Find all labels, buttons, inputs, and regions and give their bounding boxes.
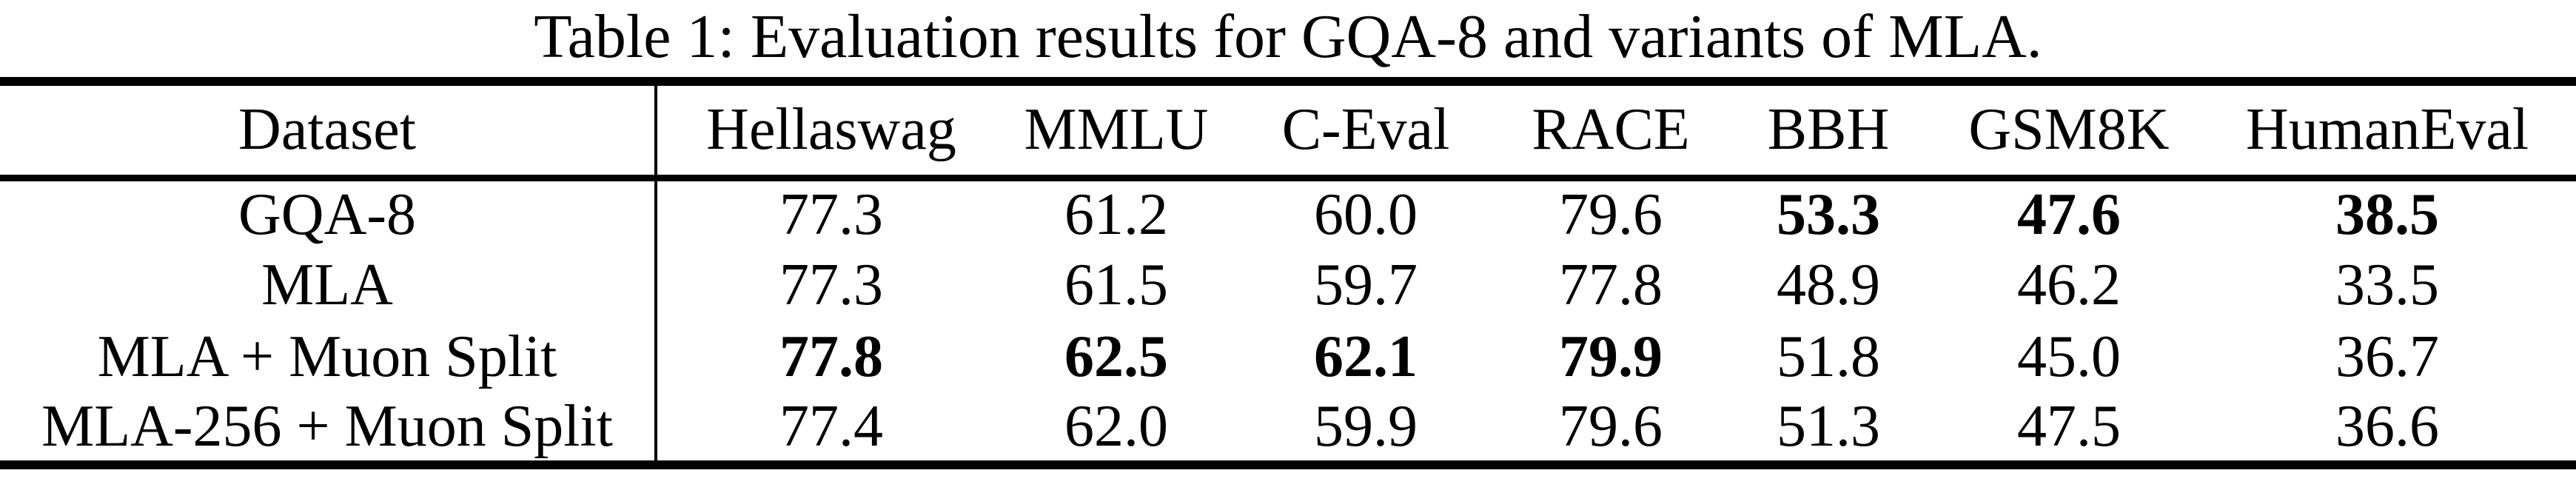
metric-value: 47.5 (2017, 394, 2121, 459)
metric-value: 38.5 (2335, 182, 2439, 248)
col-header-race: RACE (1504, 81, 1717, 181)
metric-value: 59.7 (1314, 252, 1418, 318)
metric-value: 79.9 (1559, 324, 1663, 389)
metric-value: 77.8 (779, 324, 883, 389)
metric-value: 60.0 (1314, 182, 1418, 248)
table-row: MLA + Muon Split 77.8 62.5 62.1 79.9 51.… (0, 321, 2576, 393)
row-label: MLA + Muon Split (0, 321, 657, 393)
table-row: GQA-8 77.3 61.2 60.0 79.6 53.3 47.6 38.5 (0, 178, 2576, 249)
metric-value: 62.5 (1064, 324, 1168, 389)
results-table: Dataset Hellaswag MMLU C-Eval RACE BBH G… (0, 77, 2576, 469)
metric-value: 48.9 (1777, 252, 1880, 318)
col-header-gsm8k: GSM8K (1939, 81, 2198, 181)
metric-value: 77.3 (779, 252, 883, 318)
col-header-dataset: Dataset (0, 81, 657, 181)
metric-value: 62.0 (1064, 394, 1168, 459)
metric-value: 77.8 (1559, 252, 1663, 318)
col-header-hellaswag: Hellaswag (656, 81, 1005, 181)
metric-value: 79.6 (1559, 394, 1663, 459)
metric-value: 59.9 (1314, 394, 1418, 459)
table-row: MLA-256 + Muon Split 77.4 62.0 59.9 79.6… (0, 393, 2576, 465)
metric-value: 33.5 (2335, 252, 2439, 318)
metric-value: 46.2 (2017, 252, 2121, 318)
col-header-humaneval: HumanEval (2198, 81, 2576, 181)
metric-value: 47.6 (2017, 182, 2121, 248)
col-header-mmlu: MMLU (1005, 81, 1227, 181)
metric-value: 51.8 (1777, 324, 1880, 389)
table-row: MLA 77.3 61.5 59.7 77.8 48.9 46.2 33.5 (0, 249, 2576, 321)
row-label: MLA-256 + Muon Split (0, 393, 657, 465)
metric-value: 51.3 (1777, 394, 1880, 459)
metric-value: 62.1 (1314, 324, 1418, 389)
col-header-bbh: BBH (1717, 81, 1939, 181)
metric-value: 61.5 (1064, 252, 1168, 318)
header-row: Dataset Hellaswag MMLU C-Eval RACE BBH G… (0, 81, 2576, 181)
metric-value: 45.0 (2017, 324, 2121, 389)
metric-value: 77.3 (779, 182, 883, 248)
metric-value: 36.6 (2335, 394, 2439, 459)
row-label: MLA (0, 249, 657, 321)
metric-value: 61.2 (1064, 182, 1168, 248)
table-caption: Table 1: Evaluation results for GQA-8 an… (534, 2, 2042, 71)
metric-value: 53.3 (1777, 182, 1880, 248)
metric-value: 36.7 (2335, 324, 2439, 389)
metric-value: 77.4 (779, 394, 883, 459)
row-label: GQA-8 (0, 178, 657, 249)
col-header-ceval: C-Eval (1227, 81, 1504, 181)
metric-value: 79.6 (1559, 182, 1663, 248)
